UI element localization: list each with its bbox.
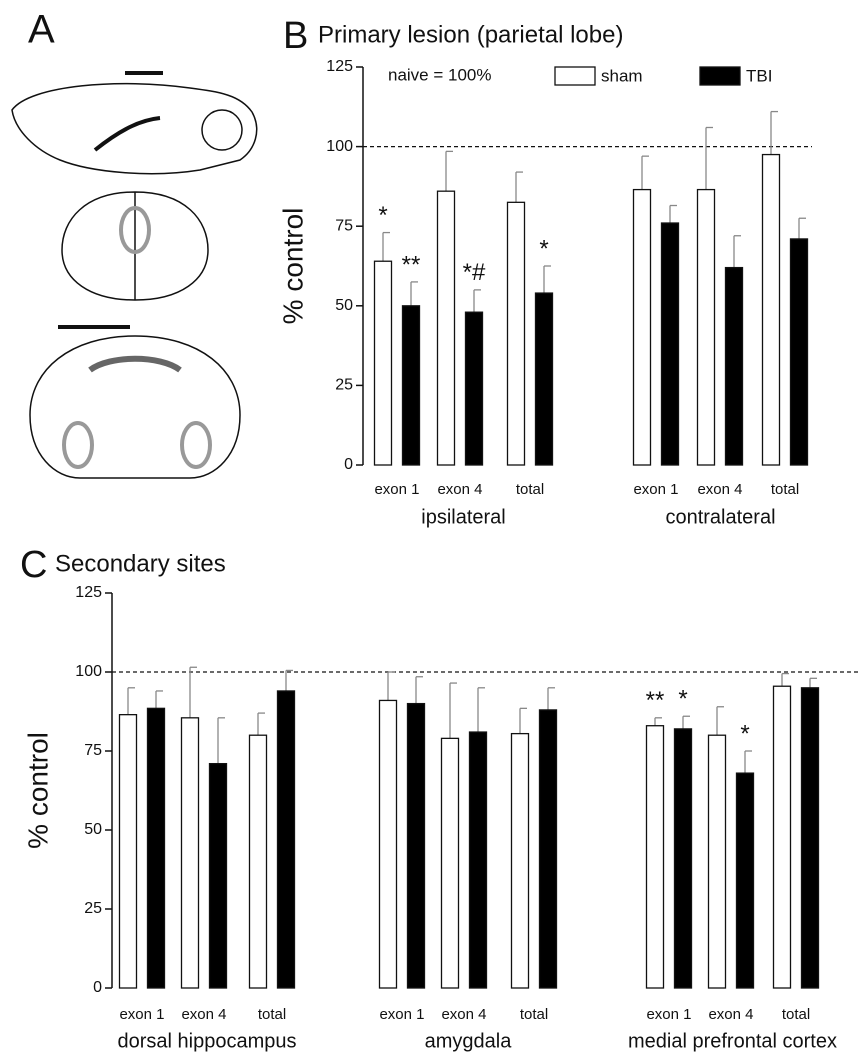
- coronal-section: [29, 335, 241, 479]
- bar: [248, 734, 268, 989]
- legend-label: sham: [601, 66, 643, 85]
- sagittal-section: [11, 82, 258, 175]
- sagittal-structure: [93, 116, 161, 152]
- bar: [276, 690, 296, 989]
- significance-label: *#: [463, 259, 486, 286]
- y-tick-label: 125: [326, 58, 353, 75]
- bar: [506, 201, 526, 466]
- y-tick-label: 75: [335, 217, 353, 234]
- group-label: medial prefrontal cortex: [628, 1030, 837, 1052]
- x-tick-label: exon 4: [437, 481, 482, 498]
- panel-label: A: [28, 8, 55, 52]
- x-tick-label: total: [520, 1006, 548, 1023]
- x-tick-label: total: [258, 1006, 286, 1023]
- bar: [180, 717, 200, 989]
- bar: [208, 762, 228, 989]
- bar: [468, 731, 488, 989]
- y-tick-label: 0: [344, 456, 353, 473]
- chart-title: Secondary sites: [55, 550, 226, 577]
- legend-label: TBI: [746, 66, 772, 85]
- note: naive = 100%: [388, 65, 492, 84]
- significance-label: *: [539, 235, 548, 262]
- y-tick-label: 100: [75, 663, 102, 680]
- x-tick-label: total: [782, 1006, 810, 1023]
- significance-label: **: [646, 687, 665, 714]
- bar: [645, 725, 665, 989]
- bar: [534, 292, 554, 466]
- bar: [440, 737, 460, 989]
- bar: [772, 685, 792, 989]
- cerebellum: [201, 109, 243, 151]
- bar: [707, 734, 727, 989]
- bar: [373, 260, 393, 466]
- x-tick-label: total: [771, 481, 799, 498]
- legend-swatch: [699, 66, 741, 86]
- group-label: dorsal hippocampus: [118, 1030, 297, 1052]
- y-tick-label: 0: [93, 979, 102, 996]
- bar: [632, 188, 652, 466]
- x-tick-label: exon 1: [119, 1006, 164, 1023]
- bar: [464, 311, 484, 466]
- bar: [660, 222, 680, 466]
- x-tick-label: exon 1: [379, 1006, 424, 1023]
- bar: [146, 707, 166, 989]
- bar: [510, 732, 530, 989]
- significance-label: *: [678, 686, 687, 713]
- legend-swatch: [554, 66, 596, 86]
- lesion-region: [119, 206, 151, 254]
- panel-label: B: [283, 15, 308, 57]
- brain-sketches: [11, 71, 258, 479]
- bar: [673, 728, 693, 989]
- x-tick-label: exon 1: [646, 1006, 691, 1023]
- x-tick-label: exon 4: [181, 1006, 226, 1023]
- y-axis-label: % control: [22, 732, 53, 849]
- bar: [406, 702, 426, 989]
- group-label: amygdala: [425, 1030, 513, 1052]
- bar: [378, 699, 398, 989]
- amygdala-region: [180, 421, 212, 469]
- y-tick-label: 50: [84, 821, 102, 838]
- y-tick-label: 100: [326, 138, 353, 155]
- y-tick-label: 50: [335, 297, 353, 314]
- significance-label: *: [378, 202, 387, 229]
- bar: [436, 190, 456, 466]
- x-tick-label: total: [516, 481, 544, 498]
- bar: [538, 709, 558, 989]
- y-tick-label: 125: [75, 584, 102, 601]
- y-tick-label: 25: [84, 900, 102, 917]
- group-label: ipsilateral: [421, 506, 505, 528]
- group-label: contralateral: [665, 506, 775, 528]
- bar: [696, 188, 716, 466]
- amygdala-region: [62, 421, 94, 469]
- x-tick-label: exon 1: [374, 481, 419, 498]
- y-axis-label: % control: [277, 208, 308, 325]
- bar: [735, 772, 755, 989]
- panel-label: C: [20, 544, 47, 586]
- x-tick-label: exon 1: [633, 481, 678, 498]
- bar: [789, 238, 809, 466]
- bar: [800, 687, 820, 989]
- significance-label: **: [402, 251, 421, 278]
- x-tick-label: exon 4: [441, 1006, 486, 1023]
- x-tick-label: exon 4: [708, 1006, 753, 1023]
- bar: [401, 305, 421, 466]
- y-tick-label: 75: [84, 742, 102, 759]
- bar: [724, 266, 744, 466]
- hippocampus: [88, 355, 182, 373]
- significance-label: *: [740, 720, 749, 747]
- bar: [118, 714, 138, 989]
- chart-title: Primary lesion (parietal lobe): [318, 21, 623, 48]
- bar: [761, 153, 781, 466]
- y-tick-label: 25: [335, 377, 353, 394]
- x-tick-label: exon 4: [697, 481, 742, 498]
